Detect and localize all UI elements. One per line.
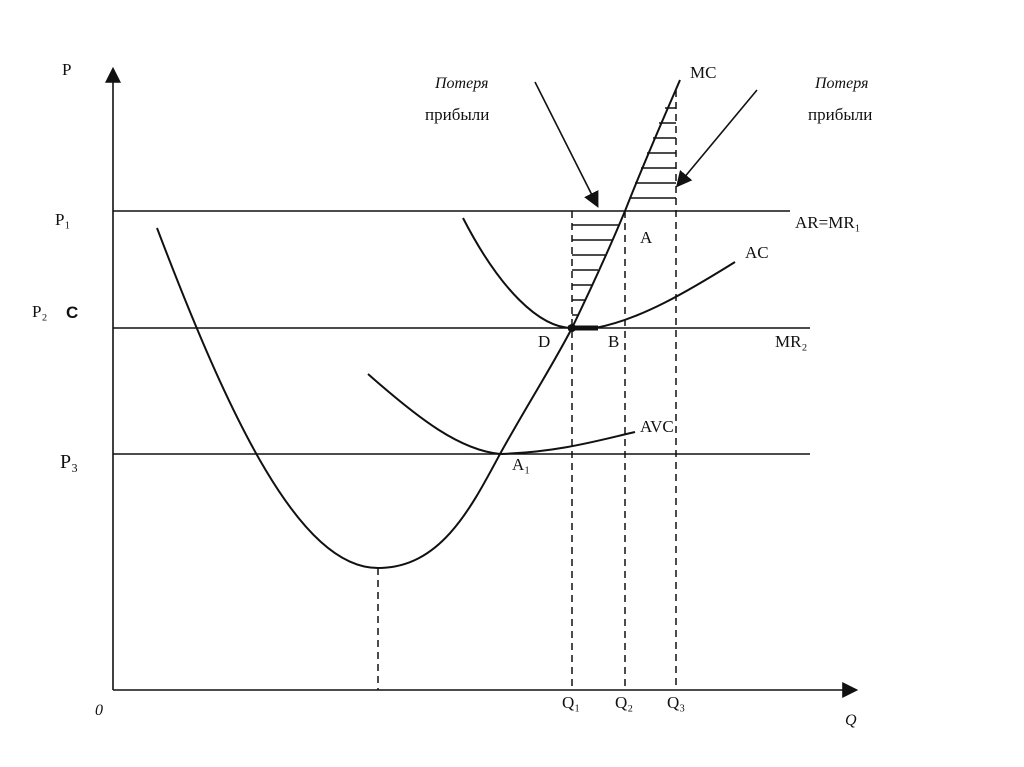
level-p2: P₂ bbox=[32, 302, 47, 321]
annotation: Потеря bbox=[434, 75, 488, 92]
point-a: A bbox=[640, 228, 653, 247]
origin: 0 bbox=[95, 702, 103, 719]
dashed-lines bbox=[377, 90, 677, 690]
q1: Q₁ bbox=[562, 693, 580, 712]
q2: Q₂ bbox=[615, 693, 633, 712]
point-b: B bbox=[608, 332, 619, 351]
hatching bbox=[572, 107, 676, 316]
annotation: прибыли bbox=[425, 105, 489, 124]
axes bbox=[105, 66, 859, 698]
label-ar-mr1: AR=MR₁ bbox=[795, 213, 861, 232]
point-a1: A₁ bbox=[512, 455, 530, 474]
arrows bbox=[534, 81, 758, 208]
x-axis-label: Q bbox=[845, 712, 857, 729]
arrow-right bbox=[675, 89, 758, 188]
label-ac: AC bbox=[745, 243, 769, 262]
label-avc: AVC bbox=[640, 417, 674, 436]
level-c: C bbox=[66, 303, 78, 322]
label-mc: MC bbox=[690, 63, 716, 82]
annotation: Потеря bbox=[814, 75, 868, 92]
label-mr2: MR₂ bbox=[775, 332, 807, 351]
level-p3: P₃ bbox=[60, 451, 78, 473]
mc-curve bbox=[156, 79, 681, 570]
price-lines bbox=[113, 210, 810, 455]
level-p1: P₁ bbox=[55, 210, 70, 229]
point-d bbox=[568, 324, 576, 332]
arrow-left bbox=[534, 81, 599, 208]
q3: Q₃ bbox=[667, 693, 685, 712]
avc-curve bbox=[367, 373, 636, 456]
curves bbox=[156, 79, 736, 570]
ac-curve bbox=[462, 217, 736, 329]
point-d-label: D bbox=[538, 332, 550, 351]
annotation: прибыли bbox=[808, 105, 872, 124]
y-axis-label: P bbox=[62, 60, 71, 79]
